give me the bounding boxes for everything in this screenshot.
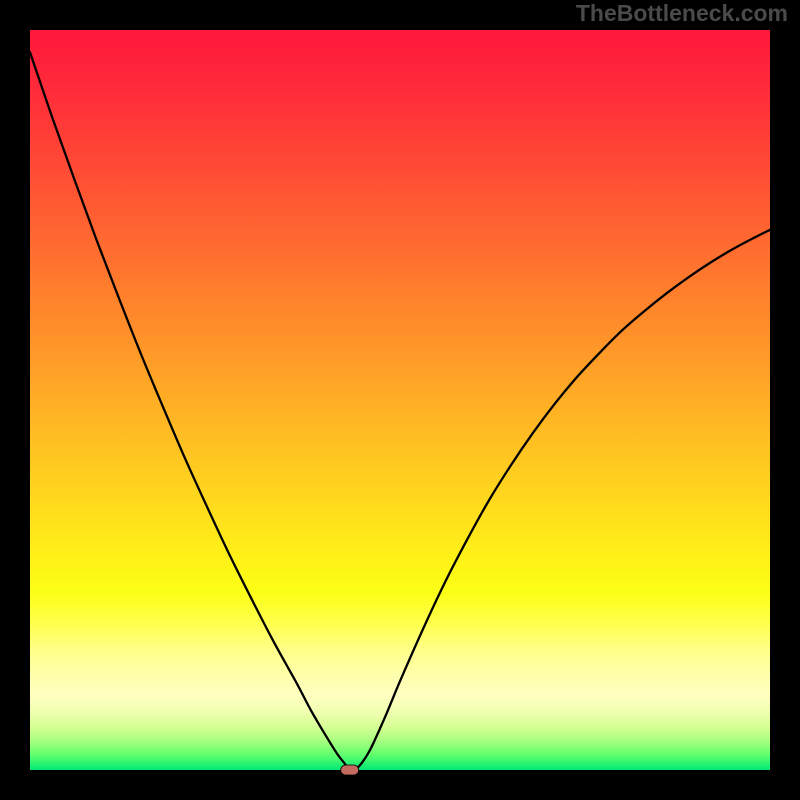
plot-area <box>30 30 770 770</box>
watermark-text: TheBottleneck.com <box>576 0 788 27</box>
minimum-marker <box>30 30 770 770</box>
chart-canvas: TheBottleneck.com <box>0 0 800 800</box>
